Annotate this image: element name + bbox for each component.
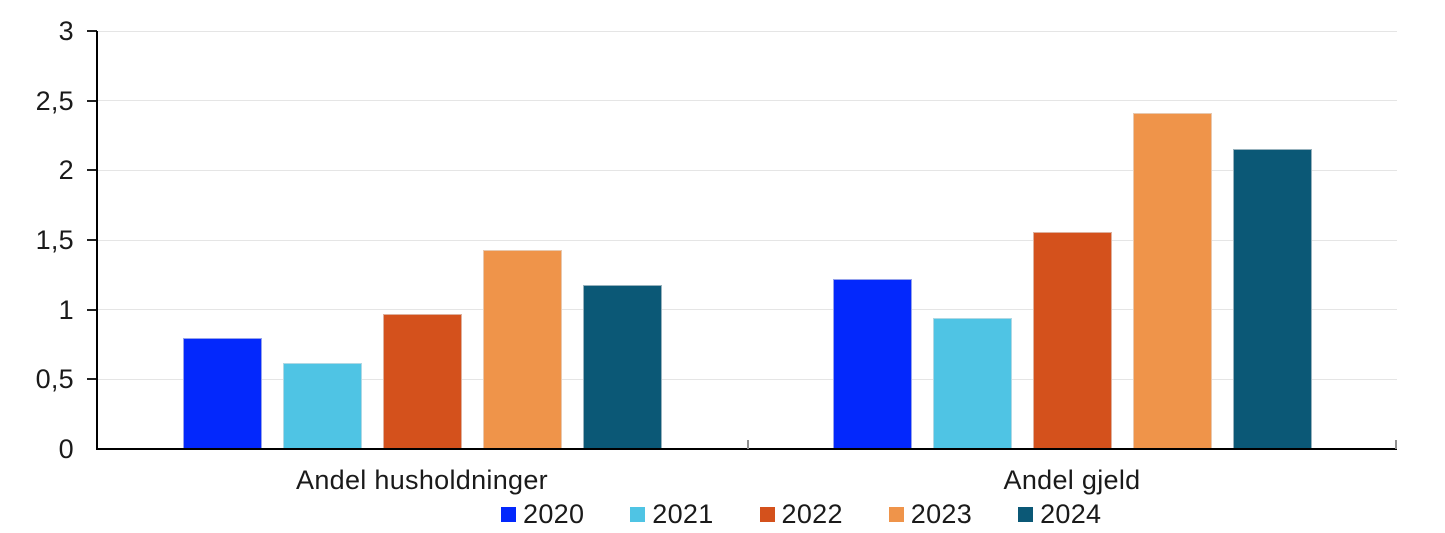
legend-swatch-icon [630, 506, 646, 522]
bar-2023-andel-husholdninger [482, 249, 562, 449]
legend-label: 2024 [1040, 499, 1102, 529]
y-axis-tick-label: 2,5 [35, 85, 74, 116]
y-axis-tick-label: 0,5 [35, 364, 74, 395]
y-axis-tick [87, 378, 97, 381]
gridline [97, 378, 1397, 380]
y-axis-tick-label: 1 [58, 294, 74, 325]
legend-swatch-icon [888, 506, 904, 522]
y-axis-tick [87, 308, 97, 311]
legend-item-2024: 2024 [1018, 500, 1101, 528]
bar-2022-andel-husholdninger [382, 313, 462, 449]
category-label: Andel husholdninger [296, 465, 548, 495]
x-axis-line [96, 448, 1397, 450]
bar-2022-andel-gjeld [1032, 231, 1112, 449]
category-label: Andel gjeld [1003, 465, 1141, 495]
legend: 2020 2021 2022 2023 2024 [501, 500, 1101, 528]
gridline [97, 169, 1397, 171]
gridline [97, 100, 1397, 102]
legend-label: 2022 [781, 499, 843, 529]
x-axis-tick [747, 440, 749, 449]
bar-2024-andel-husholdninger [582, 284, 662, 449]
legend-item-2021: 2021 [630, 500, 713, 528]
gridline [97, 30, 1397, 32]
y-axis-line [96, 31, 98, 450]
legend-swatch-icon [759, 506, 775, 522]
y-axis-tick [87, 169, 97, 172]
bar-2024-andel-gjeld [1232, 149, 1312, 449]
legend-label: 2021 [652, 499, 714, 529]
bar-2020-andel-husholdninger [182, 337, 262, 449]
legend-swatch-icon [501, 506, 516, 522]
y-axis-tick [87, 30, 97, 32]
legend-swatch-icon [1018, 506, 1034, 522]
legend-item-2023: 2023 [888, 499, 973, 529]
legend-item-2022: 2022 [759, 499, 843, 529]
y-axis-tick [87, 99, 97, 102]
y-axis-tick-label: 0 [58, 434, 74, 464]
legend-item-2020: 2020 [501, 500, 584, 528]
gridline [97, 239, 1397, 241]
y-axis-tick-label: 2 [58, 155, 74, 186]
bar-2020-andel-gjeld [832, 279, 912, 449]
bar-2021-andel-husholdninger [282, 362, 362, 449]
x-axis-tick [1395, 440, 1397, 449]
bar-2023-andel-gjeld [1132, 113, 1212, 449]
gridline [97, 309, 1397, 311]
y-axis-tick-label: 3 [58, 16, 74, 46]
y-axis-tick-label: 1,5 [35, 225, 74, 255]
bar-2021-andel-gjeld [932, 318, 1012, 449]
y-axis-tick [87, 239, 97, 241]
legend-label: 2020 [523, 499, 585, 529]
legend-label: 2023 [910, 499, 973, 529]
